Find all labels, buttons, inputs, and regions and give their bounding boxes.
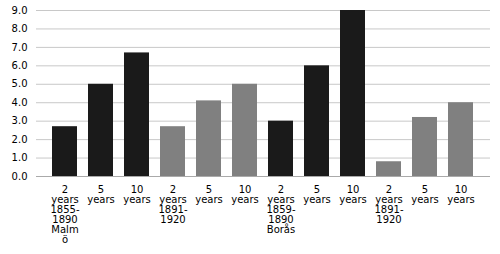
svg-text:5years: 5years — [411, 184, 439, 205]
svg-text:2years1859-1890Borås: 2years1859-1890Borås — [266, 184, 295, 235]
svg-text:9.0: 9.0 — [12, 5, 28, 16]
svg-text:8.0: 8.0 — [12, 23, 28, 34]
svg-text:5years: 5years — [87, 184, 115, 205]
svg-text:0.0: 0.0 — [12, 171, 28, 182]
svg-text:3.0: 3.0 — [12, 115, 28, 126]
svg-text:5years: 5years — [303, 184, 331, 205]
svg-text:6.0: 6.0 — [12, 60, 28, 71]
svg-text:2.0: 2.0 — [12, 134, 28, 145]
svg-text:1.0: 1.0 — [12, 152, 28, 163]
svg-text:7.0: 7.0 — [12, 42, 28, 53]
svg-text:2years1891-1920: 2years1891-1920 — [158, 184, 187, 225]
svg-text:10years: 10years — [447, 184, 475, 205]
svg-text:5.0: 5.0 — [12, 78, 28, 89]
svg-text:2years1855-1890Malmö: 2years1855-1890Malmö — [50, 184, 79, 245]
svg-text:4.0: 4.0 — [12, 97, 28, 108]
svg-text:10years: 10years — [231, 184, 259, 205]
svg-text:10years: 10years — [123, 184, 151, 205]
svg-text:10years: 10years — [339, 184, 367, 205]
svg-text:2years1891-1920: 2years1891-1920 — [374, 184, 403, 225]
svg-text:5years: 5years — [195, 184, 223, 205]
